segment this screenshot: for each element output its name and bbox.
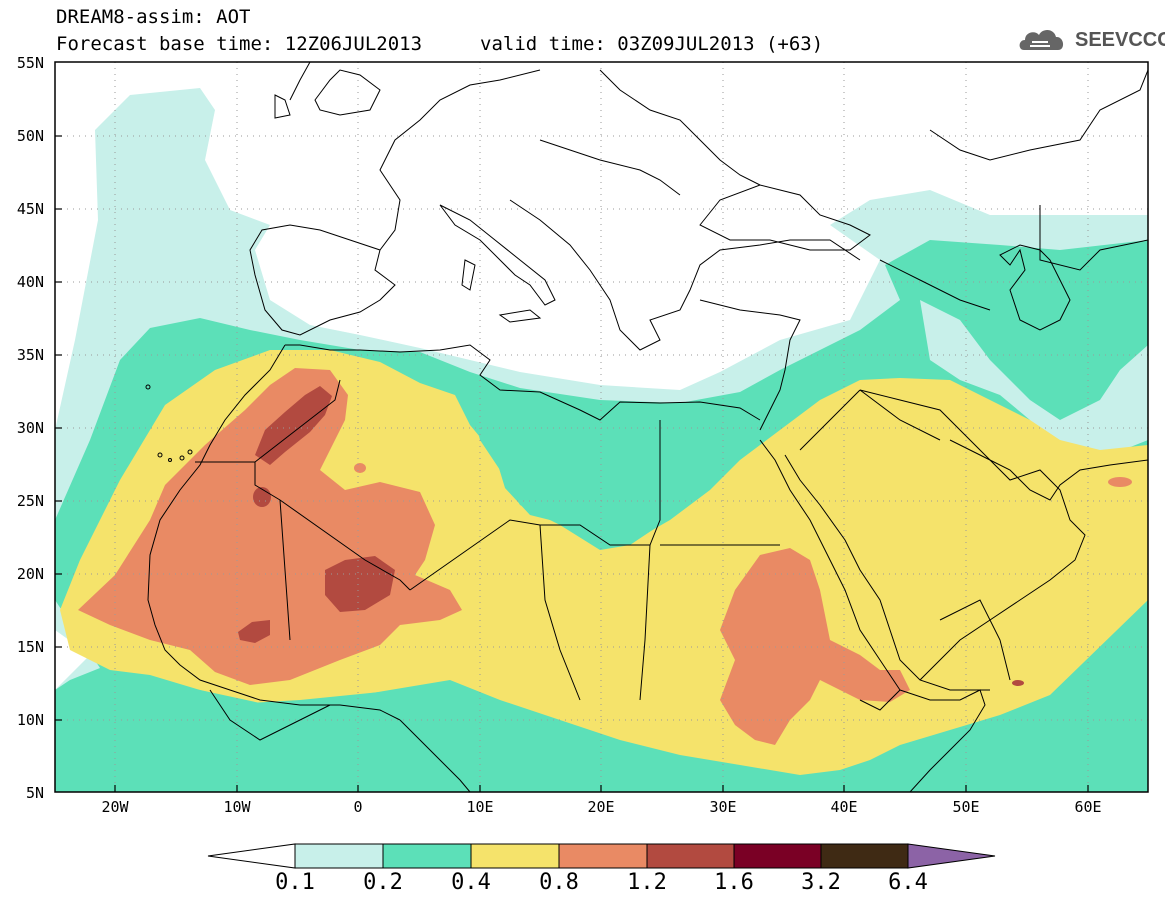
colorbar-swatch-0.8: [558, 843, 648, 869]
lon-label: 20W: [101, 798, 129, 816]
lat-label: 50N: [16, 127, 44, 145]
lat-label: 20N: [16, 565, 44, 583]
forecast-base-time: Forecast base time: 12Z06JUL2013: [56, 33, 423, 55]
lat-label: 55N: [16, 54, 44, 72]
lon-label: 30E: [709, 798, 737, 816]
colorbar-label: 0.2: [363, 870, 403, 895]
colorbar-label: 0.4: [451, 870, 491, 895]
coastline-europe: [249, 224, 396, 336]
map-title: DREAM8-assim: AOT: [56, 6, 251, 28]
colorbar-arrow-low: [207, 843, 296, 869]
lon-label: 60E: [1074, 798, 1102, 816]
aot-0.8-region-east: [720, 548, 910, 745]
logo-text: SEEVCCC: [1075, 29, 1165, 51]
lon-label: 50E: [952, 798, 980, 816]
lat-label: 25N: [16, 492, 44, 510]
lon-label: 10W: [223, 798, 251, 816]
lon-label: 0: [353, 798, 363, 816]
valid-time: valid time: 03Z09JUL2013 (+63): [480, 33, 824, 55]
colorbar-swatch-0.4: [470, 843, 560, 869]
colorbar-label: 0.8: [539, 870, 579, 895]
colorbar-label: 6.4: [888, 870, 928, 895]
colorbar-swatch-1.6: [733, 843, 822, 869]
lat-label: 15N: [16, 638, 44, 656]
colorbar: [207, 843, 996, 869]
colorbar-swatch-3.2: [820, 843, 909, 869]
lon-label: 20E: [587, 798, 615, 816]
lat-label: 10N: [16, 711, 44, 729]
colorbar-label: 1.2: [627, 870, 667, 895]
coastline-africa: [285, 344, 761, 421]
lat-label: 40N: [16, 273, 44, 291]
colorbar-swatch-1.2: [646, 843, 735, 869]
cloud-icon: [1019, 29, 1064, 50]
aot-1.2-region: [255, 386, 332, 465]
lon-label: 10E: [466, 798, 494, 816]
lat-label: 30N: [16, 419, 44, 437]
lon-label: 40E: [830, 798, 858, 816]
lat-label: 35N: [16, 346, 44, 364]
lat-label: 45N: [16, 200, 44, 218]
colorbar-label: 0.1: [275, 870, 315, 895]
colorbar-label: 3.2: [801, 870, 841, 895]
colorbar-swatch-0.2: [382, 843, 472, 869]
lat-label: 5N: [25, 784, 44, 802]
colorbar-arrow-high: [907, 843, 996, 869]
colorbar-label: 1.6: [714, 870, 754, 895]
colorbar-swatch-0.1: [294, 843, 384, 869]
